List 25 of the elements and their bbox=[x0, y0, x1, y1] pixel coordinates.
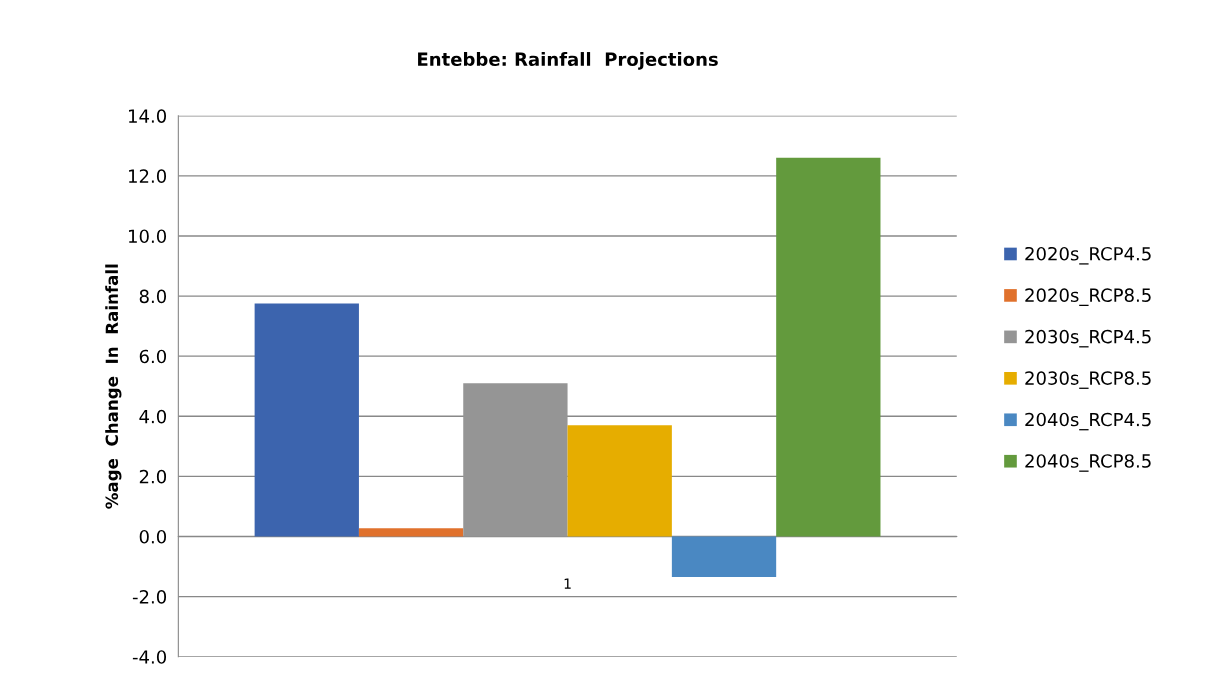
legend-label: 2020s_RCP8.5 bbox=[1025, 288, 1151, 306]
chart-title: Entebbe: Rainfall Projections bbox=[418, 52, 718, 70]
bar bbox=[776, 157, 881, 537]
y-tick-label: 14.0 bbox=[129, 109, 167, 123]
legend-label: 2030s_RCP4.5 bbox=[1025, 329, 1151, 348]
bar bbox=[463, 383, 568, 537]
bar bbox=[254, 303, 359, 537]
y-tick-label: 2.0 bbox=[139, 469, 167, 484]
y-tick-label: -4.0 bbox=[132, 650, 167, 664]
legend-label: 2020s_RCP4.5 bbox=[1025, 246, 1151, 265]
y-tick-label: 4.0 bbox=[139, 409, 167, 424]
legend-label: 2040s_RCP4.5 bbox=[1025, 412, 1151, 431]
y-tick-label: 10.0 bbox=[129, 229, 167, 244]
legend-label: 2040s_RCP8.5 bbox=[1025, 454, 1151, 472]
x-tick-label: 1 bbox=[564, 578, 571, 589]
bar bbox=[567, 425, 672, 537]
y-tick-label: -2.0 bbox=[132, 590, 167, 604]
bar bbox=[358, 528, 464, 537]
bar bbox=[671, 536, 777, 578]
y-tick-label: 6.0 bbox=[139, 349, 167, 364]
legend-label: 2030s_RCP8.5 bbox=[1025, 371, 1151, 389]
y-tick-label: 8.0 bbox=[139, 289, 167, 304]
y-tick-label: 12.0 bbox=[129, 169, 167, 183]
y-axis-title: %age Change In Rainfall bbox=[105, 264, 122, 509]
y-tick-label: 0.0 bbox=[139, 529, 167, 544]
